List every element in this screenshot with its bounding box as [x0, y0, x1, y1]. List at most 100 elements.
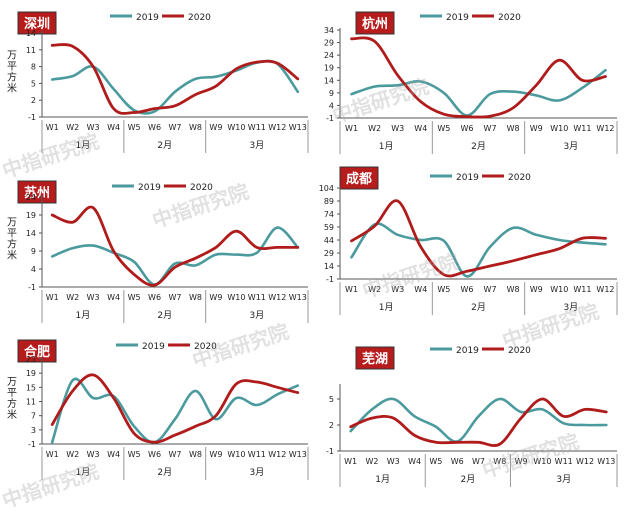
series-line-2019: [349, 397, 608, 443]
chart-panel-3: 成都 2019 2020 -1 14 29 44 59 74 89 104 W1 W2 W3 W4 W5 W6 W…: [319, 166, 618, 315]
y-tick-label: 14: [324, 262, 334, 271]
y-tick-label: 3: [31, 426, 36, 435]
x-tick-label: W2: [365, 457, 378, 466]
y-tick-label: 24: [324, 51, 334, 60]
x-tick-label: W4: [414, 285, 427, 294]
legend-label-2020: 2020: [194, 342, 217, 352]
x-tick-label: W1: [46, 293, 59, 302]
x-tick-label: W6: [460, 124, 473, 133]
x-tick-label: W9: [530, 285, 543, 294]
y-tick-label: 74: [324, 210, 334, 219]
y-tick-label: 7: [31, 412, 36, 421]
legend-label-2020: 2020: [508, 173, 531, 183]
x-tick-label: W2: [368, 285, 381, 294]
legend-label-2020: 2020: [508, 346, 531, 356]
series-line-2019: [350, 222, 607, 278]
legend-label-2019: 2019: [456, 173, 479, 183]
x-tick-label: W5: [128, 450, 141, 459]
legend-label-2019: 2019: [138, 183, 161, 193]
y-tick-label: 9: [31, 247, 36, 256]
y-tick-label: 2: [31, 96, 36, 105]
y-tick-label: -1: [28, 283, 36, 292]
y-tick-label: 14: [26, 229, 36, 238]
x-tick-label: W4: [107, 123, 120, 132]
chart-title: 杭州: [362, 16, 388, 32]
y-tick-label: 4: [329, 101, 334, 110]
x-tick-label: W6: [148, 123, 161, 132]
chart-title-badge: [17, 11, 57, 35]
y-tick-label: 23: [26, 355, 36, 364]
y-tick-label: 4: [31, 265, 36, 274]
x-tick-label: W7: [484, 285, 497, 294]
x-tick-label: W7: [169, 293, 182, 302]
x-tick-label: W3: [87, 450, 100, 459]
charts-canvas: 深圳 2019 2020 -1 2 5 8 11 14 万平方米 W1 W2 W3 W4 W5 W6 W7 W8 W…: [7, 11, 618, 487]
chart-title: 合肥: [24, 344, 50, 360]
chart-panel-2: 苏州 2019 2020 -1 4 9 14 19 24 万平方米 W1 W2 W3 W4 W5 W6 W7 W8…: [7, 180, 309, 323]
x-tick-label: W7: [169, 123, 182, 132]
x-tick-label: W2: [66, 123, 79, 132]
x-tick-label: W7: [472, 457, 485, 466]
y-tick-label: -1: [28, 113, 36, 122]
y-tick-label: -1: [326, 114, 334, 123]
month-label: 3月: [563, 141, 578, 152]
y-tick-label: -1: [326, 447, 334, 456]
x-tick-label: W8: [507, 124, 520, 133]
x-tick-label: W4: [107, 293, 120, 302]
chart-title: 深圳: [24, 16, 50, 32]
y-tick-label: 59: [324, 223, 334, 232]
series-line-2020: [50, 43, 300, 115]
x-tick-label: W13: [289, 293, 307, 302]
x-tick-label: W7: [484, 124, 497, 133]
chart-title: 成都: [346, 171, 372, 187]
chart-title: 芜湖: [362, 351, 388, 367]
x-tick-label: W5: [128, 123, 141, 132]
series-line-2020: [350, 199, 607, 278]
y-tick-label: 44: [324, 236, 334, 245]
y-tick-label: -1: [28, 440, 36, 449]
legend-label-2019: 2019: [456, 346, 479, 356]
x-tick-label: W1: [345, 124, 358, 133]
month-label: 2月: [157, 140, 172, 151]
legend-label-2019: 2019: [446, 13, 469, 23]
chart-title-badge: [17, 339, 57, 363]
month-label: 1月: [379, 302, 394, 313]
x-tick-label: W11: [555, 457, 573, 466]
y-tick-label: 14: [26, 29, 36, 38]
y-tick-label: 5: [329, 395, 334, 404]
y-tick-label: 104: [319, 184, 334, 193]
y-tick-label: 89: [324, 197, 334, 206]
x-tick-label: W8: [189, 450, 202, 459]
x-tick-label: W12: [268, 123, 286, 132]
x-tick-label: W6: [148, 450, 161, 459]
x-tick-label: W3: [87, 123, 100, 132]
x-tick-label: W9: [515, 457, 528, 466]
x-tick-label: W10: [227, 123, 245, 132]
x-tick-label: W9: [209, 293, 222, 302]
x-tick-label: W11: [248, 123, 266, 132]
y-tick-label: 11: [26, 46, 36, 55]
y-tick-label: 14: [324, 76, 334, 85]
x-tick-label: W3: [387, 457, 400, 466]
month-label: 2月: [471, 302, 486, 313]
month-label: 1月: [375, 474, 390, 485]
legend-label-2019: 2019: [142, 342, 165, 352]
x-tick-label: W9: [209, 123, 222, 132]
x-tick-label: W8: [507, 285, 520, 294]
y-tick-label: 2: [329, 421, 334, 430]
chart-title: 苏州: [24, 185, 50, 201]
x-tick-label: W8: [493, 457, 506, 466]
x-tick-label: W9: [530, 124, 543, 133]
x-tick-label: W9: [209, 450, 222, 459]
x-tick-label: W11: [248, 450, 266, 459]
x-tick-label: W4: [107, 450, 120, 459]
legend-label-2020: 2020: [190, 183, 213, 193]
month-label: 2月: [460, 474, 475, 485]
x-tick-label: W5: [128, 293, 141, 302]
chart-panel-1: 杭州 2019 2020 -1 4 9 14 19 24 29 34 W1 W2 W3 W4 W5 W6 W7 W8…: [324, 11, 618, 154]
x-tick-label: W10: [533, 457, 551, 466]
month-label: 2月: [157, 310, 172, 321]
y-tick-label: -1: [326, 275, 334, 284]
month-label: 3月: [563, 302, 578, 313]
